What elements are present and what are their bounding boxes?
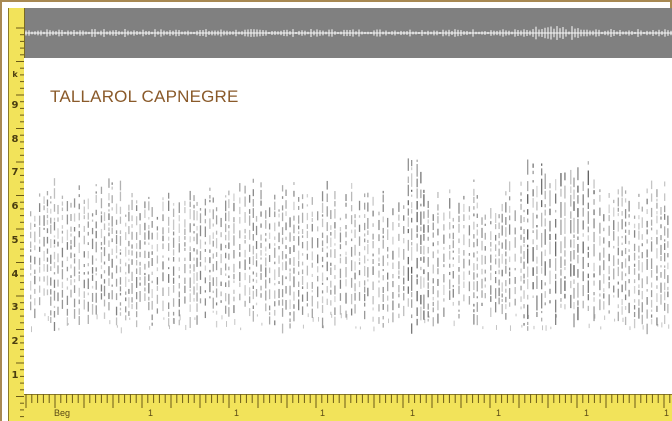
frequency-unit-label: k — [12, 70, 18, 79]
waveform-strip — [23, 8, 672, 58]
waveform-trace — [23, 26, 672, 40]
frequency-ruler: k 1 2 3 4 5 6 7 8 9 — [8, 8, 25, 421]
frequency-tick-6: 6 — [11, 201, 19, 212]
species-title: TALLAROL CAPNEGRE — [50, 87, 239, 106]
frequency-tick-1: 1 — [11, 370, 19, 381]
spectrogram-marks — [30, 158, 670, 335]
time-tick-7: 1 — [664, 408, 670, 418]
frequency-tick-8: 8 — [11, 134, 19, 145]
frequency-tick-4: 4 — [11, 269, 19, 280]
frequency-tick-9: 9 — [11, 100, 19, 111]
time-tick-1: 1 — [148, 408, 154, 418]
time-label-begin: Beg — [54, 408, 71, 418]
spectrogram-area — [24, 58, 672, 394]
time-tick-4: 1 — [410, 408, 416, 418]
time-tick-2: 1 — [234, 408, 240, 418]
frequency-ruler-ticks — [8, 8, 24, 421]
frequency-tick-5: 5 — [11, 235, 19, 246]
time-tick-3: 1 — [320, 408, 326, 418]
frequency-tick-7: 7 — [11, 167, 19, 178]
frequency-tick-3: 3 — [11, 302, 19, 313]
time-tick-5: 1 — [496, 408, 502, 418]
time-tick-6: 1 — [584, 408, 590, 418]
time-ruler-ticks — [24, 394, 672, 408]
frequency-tick-2: 2 — [11, 336, 19, 347]
time-ruler: Beg 1 1 1 1 1 1 1 — [24, 394, 672, 421]
